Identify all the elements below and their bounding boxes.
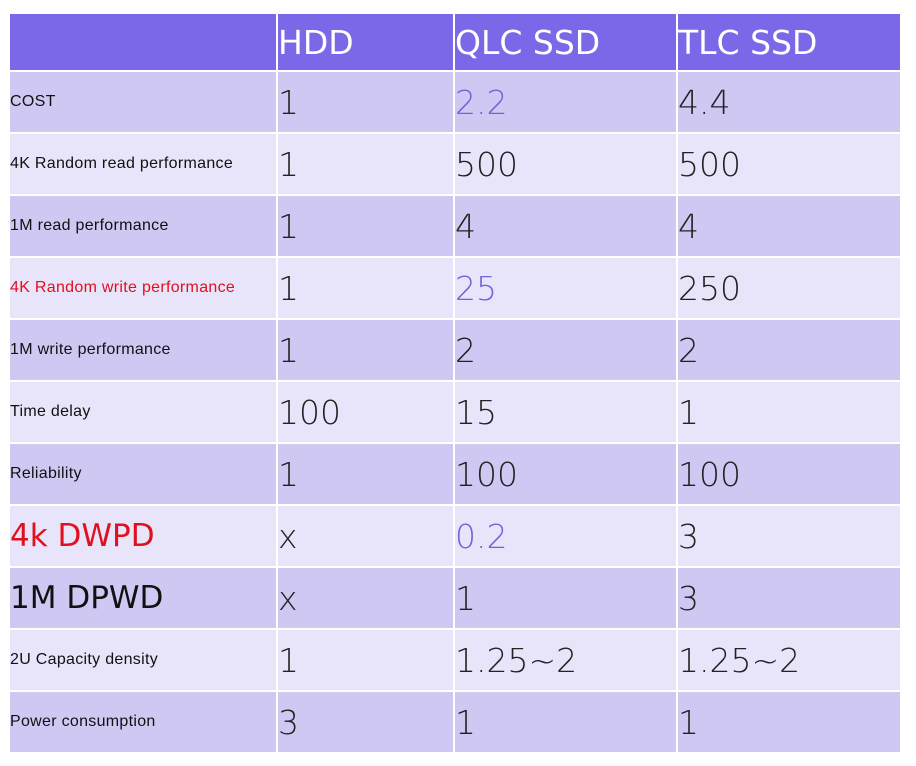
row-label-reliability: Reliability bbox=[8, 442, 278, 506]
table-row: 1M DPWD x 1 3 bbox=[8, 566, 902, 630]
cell-tlc-ssd: 1 bbox=[676, 690, 902, 754]
row-label-1m-write: 1M write performance bbox=[8, 318, 278, 382]
row-label-2u-capacity-density: 2U Capacity density bbox=[8, 628, 278, 692]
cell-hdd: 1 bbox=[276, 256, 455, 320]
cell-qlc-ssd: 2 bbox=[453, 318, 678, 382]
cell-hdd: 1 bbox=[276, 70, 455, 134]
table-row: Time delay 100 15 1 bbox=[8, 380, 902, 444]
cell-qlc-ssd: 15 bbox=[453, 380, 678, 444]
cell-tlc-ssd: 4 bbox=[676, 194, 902, 258]
row-label-4k-dwpd: 4k DWPD bbox=[8, 504, 278, 568]
comparison-table: HDD QLC SSD TLC SSD COST 1 2.2 4.4 4K Ra… bbox=[8, 12, 902, 754]
cell-hdd: 1 bbox=[276, 628, 455, 692]
cell-qlc-ssd: 1 bbox=[453, 566, 678, 630]
cell-qlc-ssd: 4 bbox=[453, 194, 678, 258]
cell-qlc-ssd: 25 bbox=[453, 256, 678, 320]
cell-hdd: x bbox=[276, 566, 455, 630]
table-row: 4K Random read performance 1 500 500 bbox=[8, 132, 902, 196]
table-row: Reliability 1 100 100 bbox=[8, 442, 902, 506]
row-label-time-delay: Time delay bbox=[8, 380, 278, 444]
row-label-4k-random-read: 4K Random read performance bbox=[8, 132, 278, 196]
cell-qlc-ssd: 1.25~2 bbox=[453, 628, 678, 692]
cell-qlc-ssd: 2.2 bbox=[453, 70, 678, 134]
cell-tlc-ssd: 4.4 bbox=[676, 70, 902, 134]
column-header-tlc-ssd: TLC SSD bbox=[676, 12, 902, 72]
table-row: 2U Capacity density 1 1.25~2 1.25~2 bbox=[8, 628, 902, 692]
cell-tlc-ssd: 100 bbox=[676, 442, 902, 506]
row-label-cost: COST bbox=[8, 70, 278, 134]
row-label-4k-random-write: 4K Random write performance bbox=[8, 256, 278, 320]
cell-tlc-ssd: 2 bbox=[676, 318, 902, 382]
cell-hdd: 1 bbox=[276, 318, 455, 382]
cell-hdd: 1 bbox=[276, 132, 455, 196]
cell-qlc-ssd: 500 bbox=[453, 132, 678, 196]
cell-hdd: 1 bbox=[276, 194, 455, 258]
header-corner bbox=[8, 12, 278, 72]
table-row: 1M write performance 1 2 2 bbox=[8, 318, 902, 382]
cell-hdd: 100 bbox=[276, 380, 455, 444]
cell-tlc-ssd: 1 bbox=[676, 380, 902, 444]
table-row: Power consumption 3 1 1 bbox=[8, 690, 902, 754]
cell-qlc-ssd: 100 bbox=[453, 442, 678, 506]
column-header-hdd: HDD bbox=[276, 12, 455, 72]
cell-qlc-ssd: 0.2 bbox=[453, 504, 678, 568]
table-row: 4K Random write performance 1 25 250 bbox=[8, 256, 902, 320]
cell-tlc-ssd: 500 bbox=[676, 132, 902, 196]
row-label-1m-read: 1M read performance bbox=[8, 194, 278, 258]
table-row: COST 1 2.2 4.4 bbox=[8, 70, 902, 134]
cell-tlc-ssd: 1.25~2 bbox=[676, 628, 902, 692]
row-label-1m-dpwd: 1M DPWD bbox=[8, 566, 278, 630]
header-row: HDD QLC SSD TLC SSD bbox=[8, 12, 902, 72]
table-row: 1M read performance 1 4 4 bbox=[8, 194, 902, 258]
cell-hdd: 1 bbox=[276, 442, 455, 506]
cell-hdd: x bbox=[276, 504, 455, 568]
cell-tlc-ssd: 250 bbox=[676, 256, 902, 320]
cell-tlc-ssd: 3 bbox=[676, 566, 902, 630]
cell-tlc-ssd: 3 bbox=[676, 504, 902, 568]
cell-hdd: 3 bbox=[276, 690, 455, 754]
table-row: 4k DWPD x 0.2 3 bbox=[8, 504, 902, 568]
cell-qlc-ssd: 1 bbox=[453, 690, 678, 754]
column-header-qlc-ssd: QLC SSD bbox=[453, 12, 678, 72]
row-label-power-consumption: Power consumption bbox=[8, 690, 278, 754]
